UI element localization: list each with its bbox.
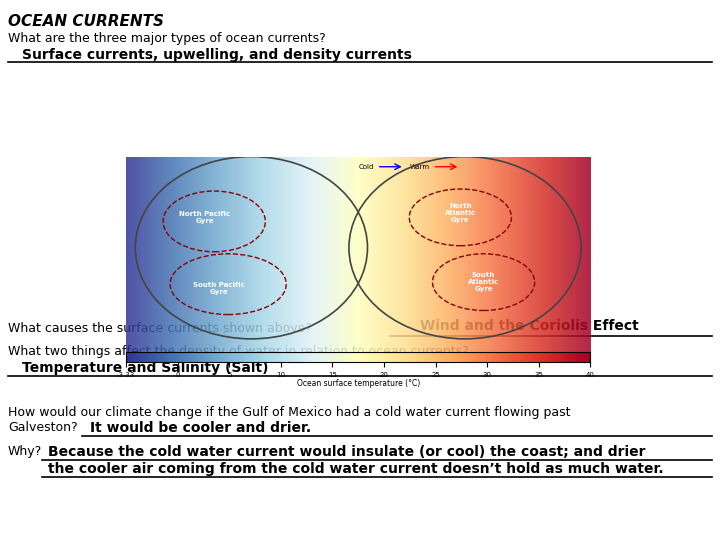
Text: What are the three major types of ocean currents?: What are the three major types of ocean …: [8, 32, 325, 45]
Text: South Pacific
Gyre: South Pacific Gyre: [193, 282, 245, 295]
Text: Because the cold water current would insulate (or cool) the coast; and drier: Because the cold water current would ins…: [48, 445, 646, 459]
Text: Galveston?: Galveston?: [8, 421, 78, 434]
Text: OCEAN CURRENTS: OCEAN CURRENTS: [8, 14, 164, 29]
Text: What two things affect the density of water in relation to ocean currents?: What two things affect the density of wa…: [8, 345, 469, 358]
Text: Temperature and Salinity (Salt): Temperature and Salinity (Salt): [22, 361, 269, 375]
Text: Wind and the Coriolis Effect: Wind and the Coriolis Effect: [420, 319, 639, 333]
Text: North
Atlantic
Gyre: North Atlantic Gyre: [445, 203, 476, 224]
Text: What causes the surface currents shown above?: What causes the surface currents shown a…: [8, 322, 312, 335]
Text: How would our climate change if the Gulf of Mexico had a cold water current flow: How would our climate change if the Gulf…: [8, 406, 570, 419]
Text: North Pacific
Gyre: North Pacific Gyre: [179, 211, 230, 224]
X-axis label: Ocean surface temperature (°C): Ocean surface temperature (°C): [297, 379, 420, 388]
Text: South
Atlantic
Gyre: South Atlantic Gyre: [468, 272, 499, 292]
Text: Warm: Warm: [410, 164, 430, 170]
Text: Why?: Why?: [8, 445, 42, 458]
Text: the cooler air coming from the cold water current doesn’t hold as much water.: the cooler air coming from the cold wate…: [48, 462, 664, 476]
Text: It would be cooler and drier.: It would be cooler and drier.: [90, 421, 311, 435]
Text: Cold: Cold: [359, 164, 374, 170]
Text: Surface currents, upwelling, and density currents: Surface currents, upwelling, and density…: [22, 48, 412, 62]
